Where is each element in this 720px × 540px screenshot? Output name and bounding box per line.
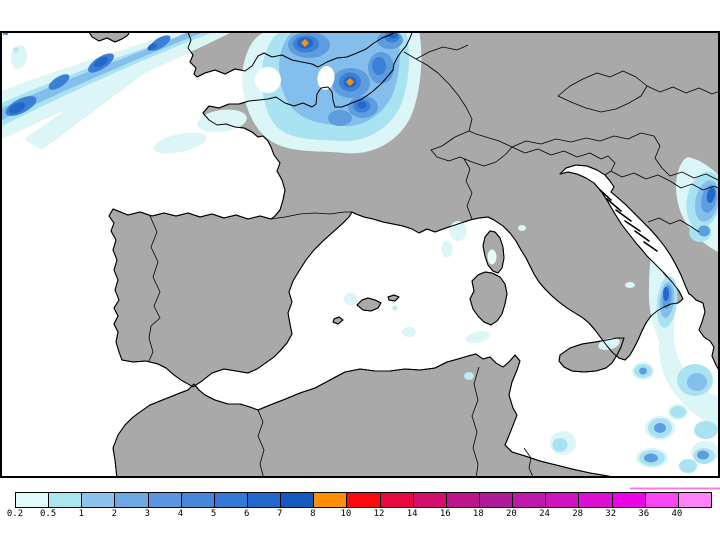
map-frame <box>0 31 720 478</box>
coastlines <box>88 32 719 477</box>
colorbar-tick-label: 6 <box>243 509 250 519</box>
colorbar <box>15 492 712 508</box>
colorbar-segment-24 <box>545 493 579 507</box>
plot-artifact <box>3 33 8 35</box>
colorbar-tick-label: 2 <box>111 509 117 519</box>
colorbar-tick-label: 18 <box>472 509 484 519</box>
colorbar-tick-label: 16 <box>439 509 451 519</box>
precip-med-patches <box>344 221 635 455</box>
precip-max-marker <box>301 39 309 47</box>
colorbar-tick-label: 8 <box>310 509 316 519</box>
colorbar-segment-4 <box>180 493 214 507</box>
colorbar-tick-label: 5 <box>210 509 217 519</box>
colorbar-segment-40 <box>677 493 711 507</box>
colorbar-tick-label: 4 <box>177 509 184 519</box>
precip-ionian <box>632 257 719 473</box>
precip-max-marker <box>346 78 354 86</box>
colorbar-tick-label: 32 <box>605 509 617 519</box>
colorbar-segment-14 <box>412 493 446 507</box>
colorbar-segment-32 <box>611 493 645 507</box>
colorbar-tick-label: 20 <box>506 509 517 519</box>
colorbar-tick-label: 7 <box>277 509 283 519</box>
colorbar-segment-20 <box>512 493 546 507</box>
colorbar-segment-28 <box>578 493 612 507</box>
colorbar-tick-label: 40 <box>671 509 683 519</box>
colorbar-segment-12 <box>379 493 413 507</box>
colorbar-segment-7 <box>280 493 314 507</box>
colorbar-tick-label: 3 <box>144 509 151 519</box>
colorbar-tick-label: 36 <box>638 509 650 519</box>
colorbar-segment-18 <box>478 493 513 507</box>
precip-system-channel <box>242 32 422 154</box>
colorbar-tick-label: 0.2 <box>6 509 24 519</box>
colorbar-tick-label: 12 <box>373 509 385 519</box>
dalmatian-islands <box>599 189 658 252</box>
colorbar-segment-1 <box>81 493 115 507</box>
colorbar-tick-label: 0.5 <box>39 509 57 519</box>
colorbar-segment-0.2 <box>16 493 49 507</box>
colorbar-tick-label: 14 <box>406 509 418 519</box>
colorbar-tick-label: 1 <box>78 509 84 519</box>
colorbar-labels: 0.2 0.5 1 2 3 4 5 6 7 8 10 12 14 16 18 20 24 28 32 36 40 <box>7 509 715 520</box>
colorbar-segment-2 <box>114 493 148 507</box>
colorbar-tick-label: 24 <box>539 509 550 519</box>
colorbar-segment-8 <box>313 493 347 507</box>
colorbar-segment-16 <box>445 493 479 507</box>
colorbar-segment-5 <box>213 493 247 507</box>
precipitation-overlay <box>1 32 719 473</box>
colorbar-segment-3 <box>147 493 181 507</box>
colorbar-segment-36 <box>644 493 678 507</box>
precip-band-atlantic <box>1 32 247 154</box>
colorbar-segment-10 <box>346 493 380 507</box>
colorbar-tick-label: 28 <box>572 509 584 519</box>
colorbar-segment-6 <box>246 493 281 507</box>
colorbar-segment-0.5 <box>48 493 82 507</box>
colorbar-tick-label: 10 <box>340 509 352 519</box>
country-borders <box>148 44 719 477</box>
